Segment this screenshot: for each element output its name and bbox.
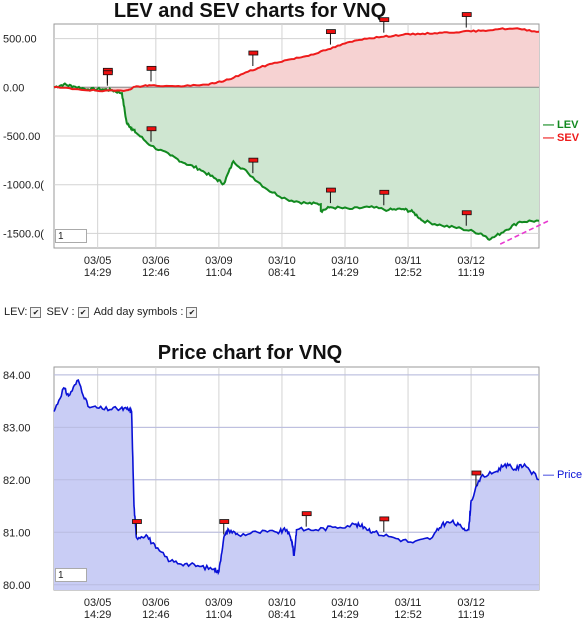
lev-sev-chart-title: LEV and SEV charts for VNQ bbox=[113, 0, 387, 22]
lev-x-tick-time: 11:04 bbox=[206, 267, 233, 279]
lev-x-tick-time: 14:29 bbox=[84, 267, 112, 279]
lev-x-tick-time: 14:29 bbox=[331, 267, 359, 279]
price-page-input[interactable]: 1 bbox=[55, 568, 87, 582]
lev-y-tick-label: -1000.0( bbox=[3, 180, 44, 192]
sev-day-marker bbox=[379, 17, 390, 23]
day-symbols-label: Add day symbols : bbox=[93, 306, 184, 318]
lev-y-tick-label: -1500.0( bbox=[3, 228, 44, 240]
lev-x-tick-date: 03/09 bbox=[205, 255, 233, 267]
lev-x-tick-time: 12:52 bbox=[394, 267, 422, 279]
sev-day-marker bbox=[326, 29, 336, 34]
sev-toggle-label: SEV : bbox=[46, 306, 75, 318]
lev-y-tick-label: 500.00 bbox=[3, 34, 37, 46]
price-x-tick-time: 11:04 bbox=[206, 609, 233, 621]
price-x-tick-date: 03/09 bbox=[205, 597, 233, 609]
price-y-tick-label: 81.00 bbox=[3, 527, 31, 539]
price-day-marker bbox=[471, 470, 482, 476]
lev-x-tick-time: 12:46 bbox=[142, 267, 170, 279]
lev-x-tick-date: 03/05 bbox=[84, 255, 112, 267]
lev-day-marker bbox=[461, 210, 472, 216]
price-day-marker bbox=[132, 519, 142, 524]
price-area bbox=[54, 380, 539, 590]
sev-day-marker bbox=[461, 12, 472, 17]
price-y-tick-label: 84.00 bbox=[3, 370, 31, 382]
lev-day-marker bbox=[326, 187, 336, 193]
price-line bbox=[53, 379, 540, 576]
sev-line bbox=[53, 27, 540, 93]
price-x-tick-time: 12:46 bbox=[142, 609, 170, 621]
price-x-tick-time: 12:52 bbox=[394, 609, 422, 621]
legend-sev: — SEV bbox=[543, 132, 580, 144]
day-symbols-checkbox[interactable]: ✔ bbox=[186, 306, 198, 318]
price-x-tick-time: 11:19 bbox=[458, 609, 485, 621]
lev-area bbox=[54, 83, 539, 240]
lev-day-marker bbox=[248, 157, 259, 163]
lev-day-marker bbox=[102, 70, 113, 76]
price-x-tick-time: 08:41 bbox=[268, 609, 296, 621]
price-chart-title: Price chart for VNQ bbox=[157, 342, 343, 364]
chart-options: LEV: ✔ SEV : ✔ Add day symbols : ✔ bbox=[4, 306, 200, 318]
sev-checkbox[interactable]: ✔ bbox=[77, 306, 89, 318]
lev-y-tick-label: 0.00 bbox=[3, 82, 24, 94]
price-x-tick-date: 03/10 bbox=[331, 597, 359, 609]
price-x-tick-time: 14:29 bbox=[84, 609, 112, 621]
price-x-tick-date: 03/06 bbox=[142, 597, 170, 609]
price-y-tick-label: 83.00 bbox=[3, 422, 31, 434]
legend-price: — Price bbox=[543, 469, 582, 481]
lev-day-marker bbox=[379, 189, 390, 195]
sev-area bbox=[54, 28, 539, 92]
lev-x-tick-date: 03/12 bbox=[457, 255, 485, 267]
legend-lev: — LEV bbox=[543, 119, 579, 131]
price-day-marker bbox=[219, 519, 230, 524]
lev-x-tick-time: 11:19 bbox=[458, 267, 485, 279]
lev-y-tick-label: -500.00 bbox=[3, 131, 40, 143]
price-x-tick-date: 03/10 bbox=[268, 597, 296, 609]
lev-x-tick-date: 03/11 bbox=[395, 255, 422, 267]
lev-page-input[interactable]: 1 bbox=[55, 229, 87, 243]
lev-checkbox[interactable]: ✔ bbox=[30, 306, 42, 318]
price-x-tick-date: 03/11 bbox=[395, 597, 422, 609]
price-day-marker bbox=[301, 511, 312, 517]
sev-day-marker bbox=[248, 50, 259, 56]
price-y-tick-label: 80.00 bbox=[3, 580, 31, 592]
lev-trend-line bbox=[499, 220, 550, 245]
sev-day-marker bbox=[146, 65, 157, 71]
lev-x-tick-date: 03/10 bbox=[268, 255, 296, 267]
lev-day-marker bbox=[146, 126, 157, 132]
price-x-tick-time: 14:29 bbox=[331, 609, 359, 621]
price-y-tick-label: 82.00 bbox=[3, 475, 31, 487]
lev-x-tick-time: 08:41 bbox=[268, 267, 296, 279]
lev-x-tick-date: 03/10 bbox=[331, 255, 359, 267]
lev-line bbox=[53, 82, 540, 241]
price-x-tick-date: 03/12 bbox=[457, 597, 485, 609]
price-x-tick-date: 03/05 bbox=[84, 597, 112, 609]
price-day-marker bbox=[379, 516, 390, 522]
lev-sev-chart: 500.000.00-500.00-1000.0(-1500.0(03/0514… bbox=[3, 12, 580, 279]
lev-x-tick-date: 03/06 bbox=[142, 255, 170, 267]
lev-toggle-label: LEV: bbox=[4, 306, 28, 318]
